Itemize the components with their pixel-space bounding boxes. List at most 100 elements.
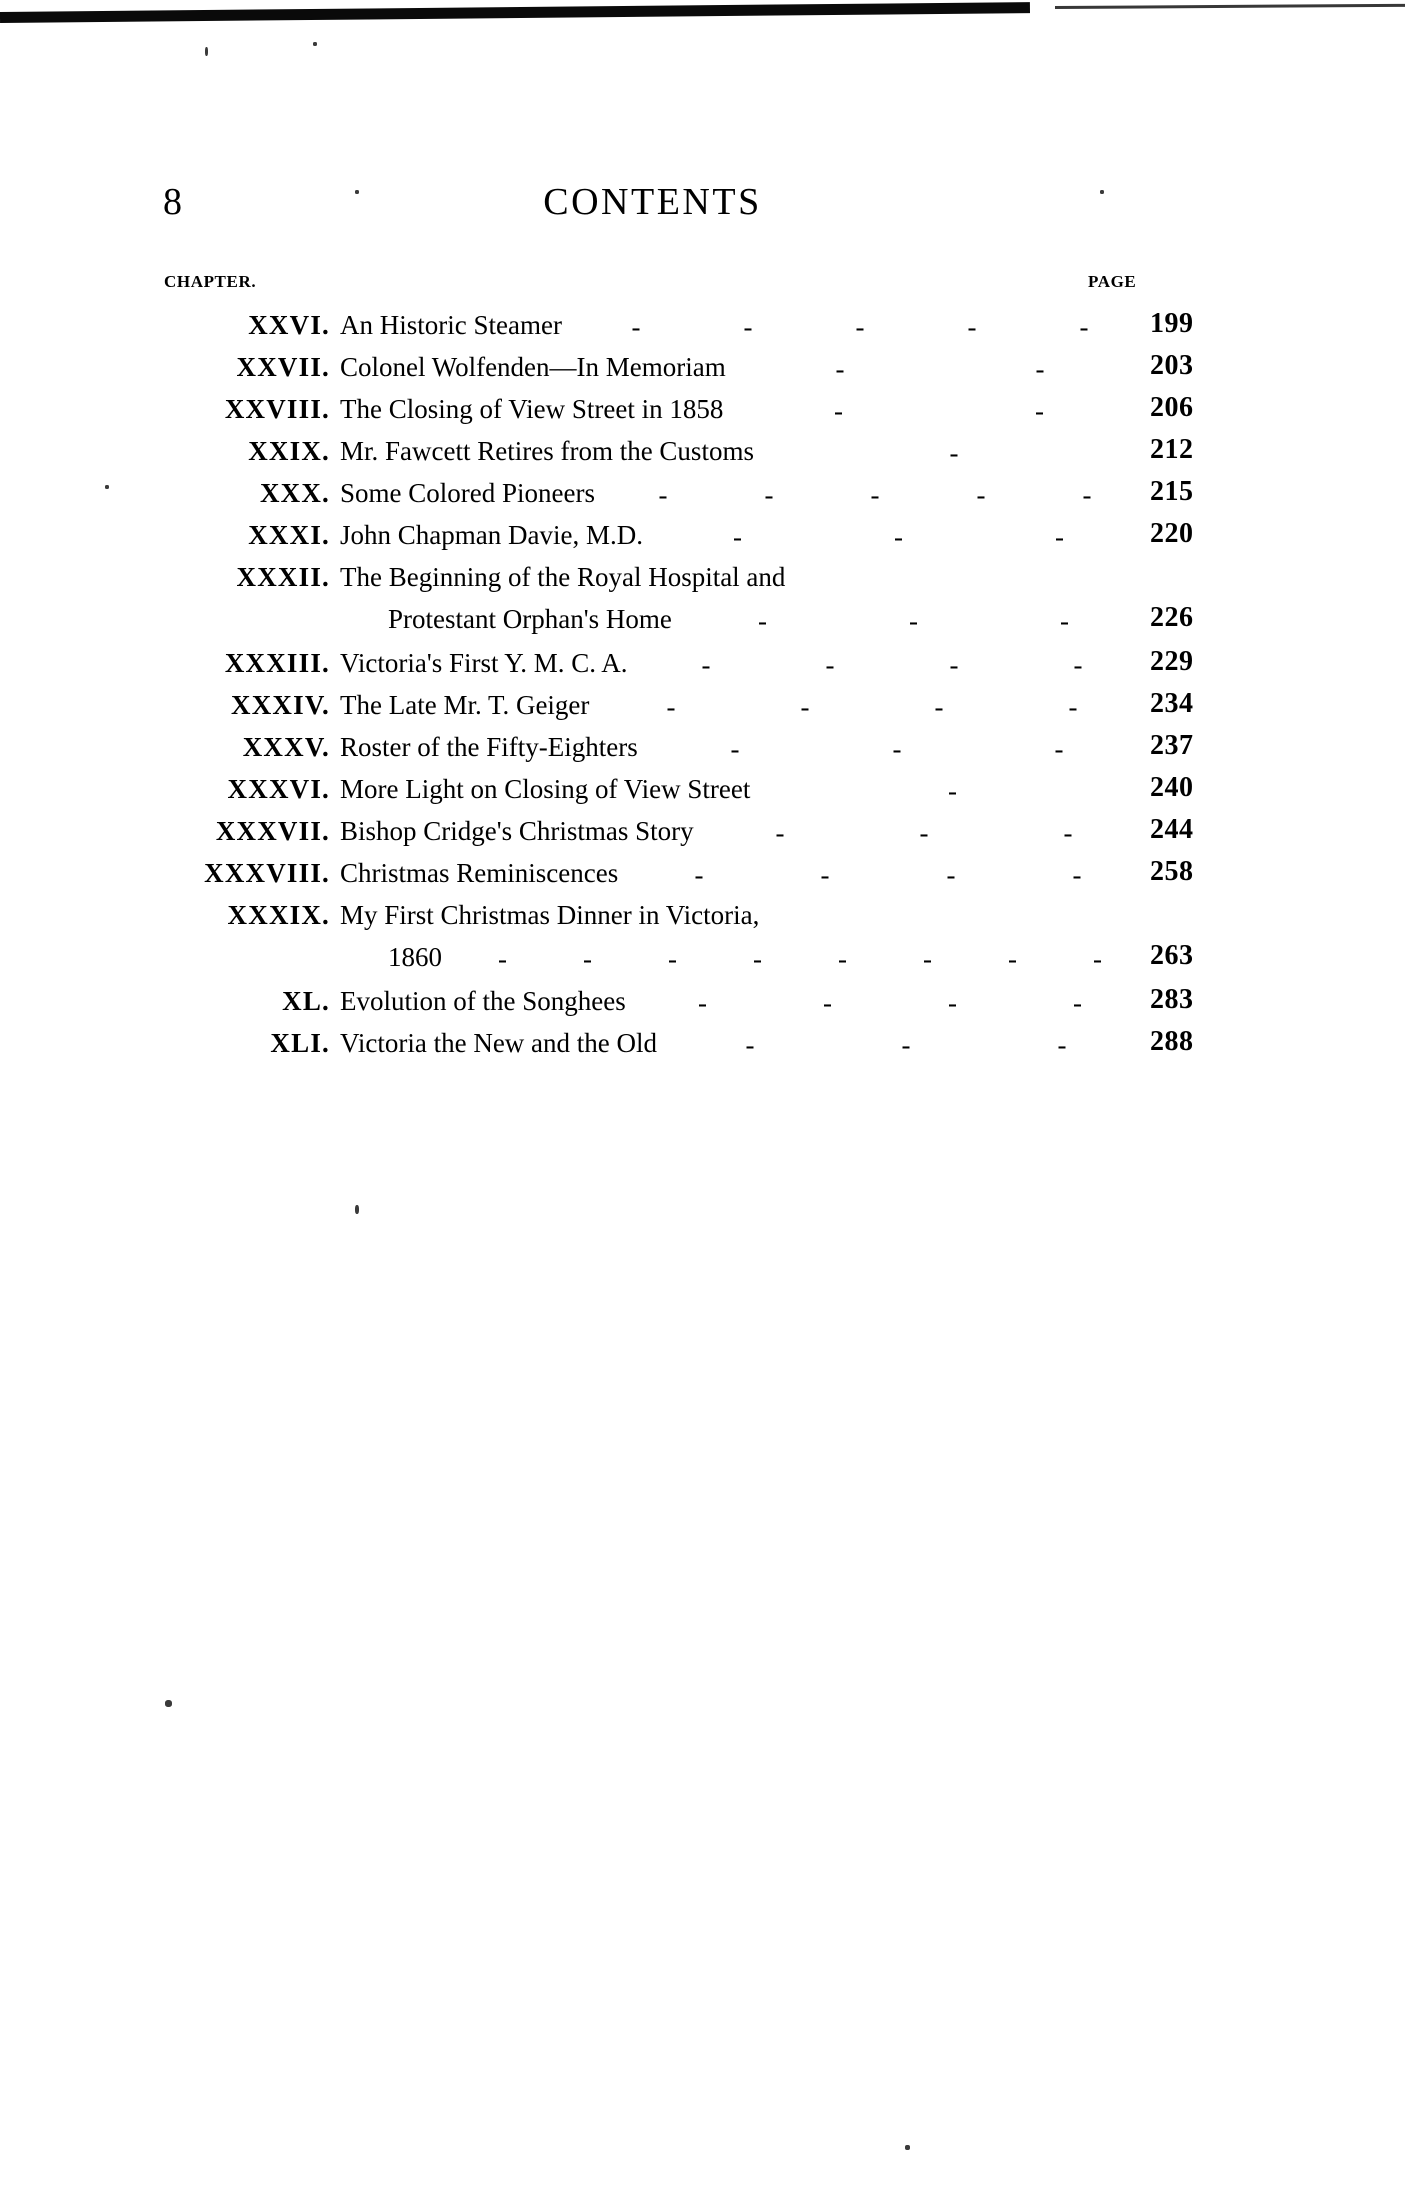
toc-entry[interactable]: XXXIII. Victoria's First Y. M. C. A. - - - - 2… [0, 644, 1405, 686]
toc-chapter-numeral: XXXIX. [227, 900, 330, 930]
paper-speck [905, 2145, 910, 2150]
toc-page-number: 258 [1150, 856, 1194, 887]
toc-chapter-title: More Light on Closing of View Street [340, 774, 751, 804]
toc-leader-dots: --- [745, 1030, 1067, 1060]
toc-chapter-title-line2: 1860 [388, 942, 442, 972]
scan-edge-artifact-right [1054, 3, 1405, 9]
toc-leader-dots: --- [733, 522, 1064, 552]
toc-page-number: 240 [1150, 772, 1194, 803]
toc-chapter-title: Mr. Fawcett Retires from the Customs [340, 436, 754, 466]
paper-speck [355, 190, 359, 194]
toc-entry[interactable]: XXX. Some Colored Pioneers - - - - - 215 [0, 474, 1405, 516]
toc-leader-dots: ----- [631, 312, 1089, 342]
toc-leader-dots: -- [834, 396, 1044, 426]
toc-leader-dots: --- [758, 606, 1069, 636]
toc-entry[interactable]: XXXI. John Chapman Davie, M.D. - - - 220 [0, 516, 1405, 558]
toc-entry-continuation[interactable]: 1860 - - - - - - - - 263 [0, 938, 1405, 982]
toc-chapter-numeral: XL. [282, 986, 330, 1016]
toc-page-number: 220 [1150, 518, 1194, 549]
toc-chapter-numeral: XXXVII. [215, 816, 330, 846]
toc-chapter-title: Bishop Cridge's Christmas Story [340, 816, 694, 846]
toc-entry[interactable]: XL. Evolution of the Songhees - - - - 283 [0, 982, 1405, 1024]
toc-page-number: 234 [1150, 688, 1194, 719]
toc-leader-dots: -------- [498, 944, 1102, 974]
toc-chapter-numeral: XXVIII. [224, 394, 330, 424]
toc-page-number: 244 [1150, 814, 1194, 845]
toc-chapter-title-line2: Protestant Orphan's Home [388, 604, 672, 634]
toc-entry[interactable]: XXIX. Mr. Fawcett Retires from the Custom… [0, 432, 1405, 474]
toc-leader-dots: - [949, 438, 959, 468]
toc-entry[interactable]: XXXV. Roster of the Fifty-Eighters - - - 237 [0, 728, 1405, 770]
toc-leader-dots: --- [775, 818, 1073, 848]
toc-page-number: 206 [1150, 392, 1194, 423]
toc-leader-dots: ----- [658, 480, 1092, 510]
toc-chapter-numeral: XXXII. [236, 562, 330, 592]
toc-page-number: 237 [1150, 730, 1194, 761]
toc-page-number: 229 [1150, 646, 1194, 677]
toc-chapter-numeral: XXXVI. [227, 774, 330, 804]
toc-chapter-title: Victoria the New and the Old [340, 1028, 658, 1058]
toc-chapter-title: The Late Mr. T. Geiger [340, 690, 590, 720]
toc-entry[interactable]: XXXVIII. Christmas Reminiscences - - - - 258 [0, 854, 1405, 896]
page-title: CONTENTS [543, 181, 762, 223]
toc-chapter-title: The Closing of View Street in 1858 [340, 394, 724, 424]
paper-speck [105, 485, 109, 489]
toc-leader-dots: ---- [666, 692, 1078, 722]
toc-entry[interactable]: XXXVII. Bishop Cridge's Christmas Story - -… [0, 812, 1405, 854]
toc-page-number: 226 [1150, 602, 1194, 633]
toc-chapter-numeral: XLI. [270, 1028, 330, 1058]
toc-page-number: 215 [1150, 476, 1194, 507]
toc-leader-dots: - [948, 776, 957, 806]
toc-page-number: 199 [1150, 308, 1194, 339]
toc-chapter-title: An Historic Steamer [340, 310, 562, 340]
table-of-contents: XXVI. An Historic Steamer - - - - -199 XXVII. Co… [0, 306, 1405, 1066]
toc-page-number: 283 [1150, 984, 1194, 1015]
toc-leader-dots: --- [730, 734, 1064, 764]
toc-leader-dots: -- [835, 354, 1045, 384]
toc-page-number: 203 [1150, 350, 1194, 381]
toc-chapter-title: Evolution of the Songhees [340, 986, 626, 1016]
toc-chapter-numeral: XXIX. [248, 436, 330, 466]
column-header-chapter: CHAPTER. [164, 272, 257, 291]
paper-speck [355, 1205, 359, 1214]
column-header-page: PAGE [1088, 272, 1405, 2197]
toc-page-number: 288 [1150, 1026, 1194, 1057]
paper-speck [165, 1700, 172, 1707]
paper-speck [1100, 190, 1104, 194]
toc-chapter-title: Some Colored Pioneers [340, 478, 595, 508]
toc-entry[interactable]: XXXIX. My First Christmas Dinner in Victo… [0, 896, 1405, 938]
toc-entry-continuation[interactable]: Protestant Orphan's Home - - - 226 [0, 600, 1405, 644]
toc-entry[interactable]: XLI. Victoria the New and the Old - - - 288 [0, 1024, 1405, 1066]
toc-chapter-numeral: XXXI. [248, 520, 330, 550]
toc-page-number: 212 [1150, 434, 1194, 465]
paper-speck [313, 42, 317, 46]
toc-page-number: 263 [1150, 940, 1194, 971]
page-folio-number: 8 [163, 181, 183, 223]
toc-chapter-title: My First Christmas Dinner in Victoria, [340, 900, 760, 930]
toc-entry[interactable]: XXVII. Colonel Wolfenden—In Memoriam - - 203 [0, 348, 1405, 390]
toc-chapter-numeral: XXXIV. [231, 690, 330, 720]
toc-chapter-numeral: XXXIII. [224, 648, 330, 678]
toc-leader-dots: ---- [698, 988, 1082, 1018]
toc-leader-dots: ---- [701, 650, 1083, 680]
toc-entry[interactable]: XXVIII. The Closing of View Street in 185… [0, 390, 1405, 432]
paper-speck [205, 47, 208, 56]
toc-chapter-numeral: XXXV. [242, 732, 330, 762]
toc-chapter-title: The Beginning of the Royal Hospital and [340, 562, 786, 592]
toc-leader-dots: ---- [694, 860, 1082, 890]
toc-entry[interactable]: XXVI. An Historic Steamer - - - - - 199 [0, 306, 1405, 348]
toc-chapter-title: Roster of the Fifty-Eighters [340, 732, 638, 762]
scan-edge-artifact [0, 2, 1031, 23]
toc-chapter-title: Christmas Reminiscences [340, 858, 619, 888]
toc-chapter-title: Victoria's First Y. M. C. A. [340, 648, 628, 678]
toc-chapter-title: John Chapman Davie, M.D. [340, 520, 643, 550]
toc-entry[interactable]: XXXIV. The Late Mr. T. Geiger - - - - 234 [0, 686, 1405, 728]
toc-chapter-numeral: XXVI. [248, 310, 330, 340]
toc-entry[interactable]: XXXVI. More Light on Closing of View Stre… [0, 770, 1405, 812]
toc-chapter-numeral: XXXVIII. [204, 858, 330, 888]
toc-chapter-title: Colonel Wolfenden—In Memoriam [340, 352, 726, 382]
toc-chapter-numeral: XXVII. [236, 352, 330, 382]
toc-entry[interactable]: XXXII. The Beginning of the Royal Hospita… [0, 558, 1405, 600]
toc-chapter-numeral: XXX. [259, 478, 330, 508]
